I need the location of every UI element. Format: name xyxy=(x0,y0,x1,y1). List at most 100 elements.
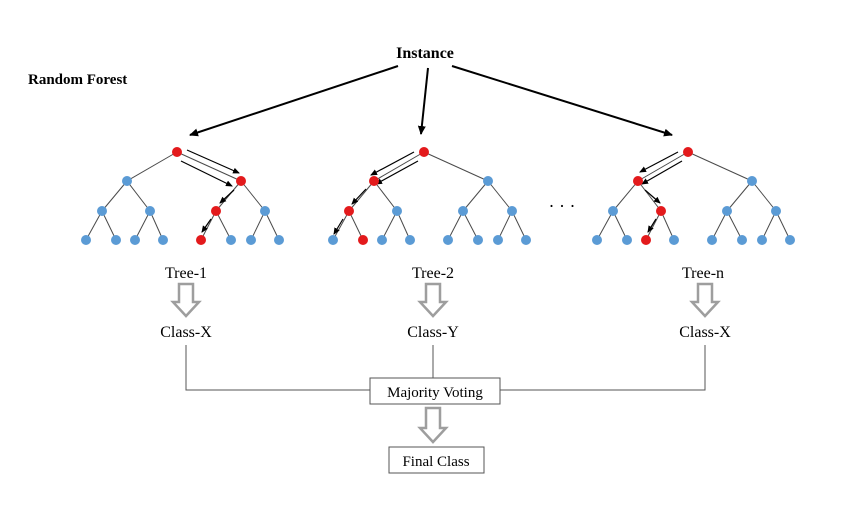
tree-2-edge xyxy=(374,181,397,211)
tree-1-edge xyxy=(177,152,241,181)
tree-n-node xyxy=(622,235,632,245)
diagram-title: Random Forest xyxy=(28,72,127,88)
trees-group xyxy=(81,147,795,245)
tree-n-class: Class-X xyxy=(679,324,731,341)
tree-n-node xyxy=(757,235,767,245)
tree-n-node xyxy=(592,235,602,245)
tree-n-node xyxy=(737,235,747,245)
tree-2-node xyxy=(483,176,493,186)
tree-n-node xyxy=(707,235,717,245)
tree-2-node xyxy=(392,206,402,216)
tree-n-node xyxy=(771,206,781,216)
instance-label: Instance xyxy=(396,45,454,62)
tree-1-edge xyxy=(127,152,177,181)
tree-n-node xyxy=(722,206,732,216)
tree-2-node xyxy=(507,206,517,216)
tree-n-edge xyxy=(727,181,752,211)
tree-1-node xyxy=(111,235,121,245)
tree-2-path-arrow xyxy=(371,152,414,175)
tree-n-node xyxy=(785,235,795,245)
tree-n-path-arrow xyxy=(648,219,656,232)
tree-2-diagram xyxy=(328,147,531,245)
hollow-arrow-tree-1 xyxy=(173,284,199,316)
tree-1-edge xyxy=(127,181,150,211)
tree-1-node-path xyxy=(236,176,246,186)
instance-arrow-tree-1 xyxy=(190,66,398,135)
hollow-arrow-tree-2 xyxy=(420,284,446,316)
tree-2-node-path xyxy=(369,176,379,186)
tree-n-node-path xyxy=(641,235,651,245)
tree-1-node xyxy=(145,206,155,216)
majority-voting-label: Majority Voting xyxy=(387,385,483,401)
tree-1-node-path xyxy=(196,235,206,245)
tree-n-edge xyxy=(638,152,688,181)
tree-2-path-arrow xyxy=(376,161,418,184)
hollow-arrow-final xyxy=(420,408,446,442)
tree-n-node xyxy=(747,176,757,186)
connector-tree-1 xyxy=(186,345,370,390)
tree-1-edge xyxy=(241,181,265,211)
tree-n-node xyxy=(608,206,618,216)
tree-1-path-arrow xyxy=(187,150,239,173)
tree-n-path-arrow xyxy=(645,190,660,203)
tree-2-node-path xyxy=(358,235,368,245)
hollow-arrow-tree-n xyxy=(692,284,718,316)
tree-1-node xyxy=(130,235,140,245)
tree-2-node xyxy=(405,235,415,245)
final-class-label: Final Class xyxy=(402,454,469,470)
tree-1-class: Class-X xyxy=(160,324,212,341)
tree-n-node-path xyxy=(683,147,693,157)
tree-2-edge xyxy=(488,181,512,211)
tree-n-diagram xyxy=(592,147,795,245)
tree-2-node xyxy=(458,206,468,216)
tree-2-node xyxy=(473,235,483,245)
tree-1-node xyxy=(122,176,132,186)
tree-1-node xyxy=(97,206,107,216)
tree-2-node xyxy=(493,235,503,245)
tree-n-node-path xyxy=(656,206,666,216)
tree-1-node xyxy=(260,206,270,216)
tree-2-node xyxy=(328,235,338,245)
tree-2-path-arrow xyxy=(352,189,366,204)
tree-2-label: Tree-2 xyxy=(412,265,454,282)
tree-1-node-path xyxy=(211,206,221,216)
tree-1-edge xyxy=(216,181,241,211)
tree-n-edge xyxy=(688,152,752,181)
tree-1-node xyxy=(81,235,91,245)
instance-arrow-tree-n xyxy=(452,66,672,135)
tree-1-node xyxy=(246,235,256,245)
tree-2-node xyxy=(443,235,453,245)
tree-n-label: Tree-n xyxy=(682,265,724,282)
connector-tree-n xyxy=(500,345,705,390)
tree-2-edge xyxy=(463,181,488,211)
tree-1-path-arrow xyxy=(220,190,234,203)
tree-2-node xyxy=(521,235,531,245)
hollow-arrows xyxy=(173,284,718,442)
tree-2-edge xyxy=(349,181,374,211)
tree-2-edge xyxy=(424,152,488,181)
tree-n-path-arrow xyxy=(642,161,682,184)
tree-1-node xyxy=(158,235,168,245)
tree-1-node-path xyxy=(172,147,182,157)
tree-1-label: Tree-1 xyxy=(165,265,207,282)
tree-1-diagram xyxy=(81,147,284,245)
tree-2-class: Class-Y xyxy=(407,324,459,341)
tree-n-edge xyxy=(613,181,638,211)
instance-arrow-tree-2 xyxy=(421,68,428,134)
ellipsis: · · · xyxy=(549,196,576,216)
tree-n-edge xyxy=(752,181,776,211)
tree-n-edge xyxy=(638,181,661,211)
tree-n-node-path xyxy=(633,176,643,186)
tree-2-node-path xyxy=(344,206,354,216)
tree-1-node xyxy=(274,235,284,245)
tree-2-path-arrow xyxy=(334,219,343,234)
tree-2-node-path xyxy=(419,147,429,157)
instance-arrows xyxy=(190,66,672,135)
tree-1-node xyxy=(226,235,236,245)
tree-2-edge xyxy=(374,152,424,181)
tree-n-node xyxy=(669,235,679,245)
tree-1-edge xyxy=(102,181,127,211)
tree-2-node xyxy=(377,235,387,245)
